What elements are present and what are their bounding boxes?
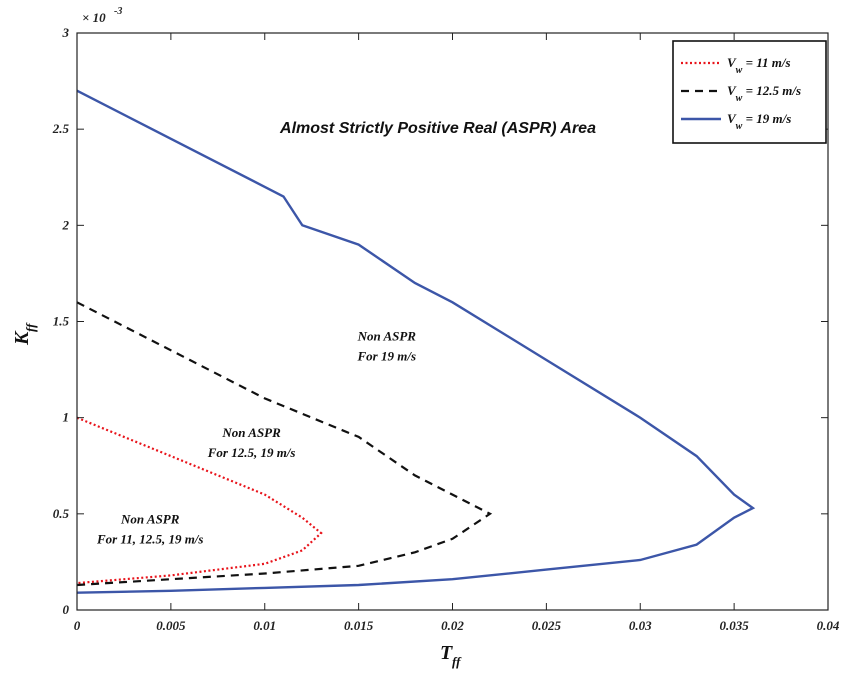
y-multiplier-exp: -3 [114,6,122,17]
chart-title: Almost Strictly Positive Real (ASPR) Are… [279,120,596,137]
annotations: Non ASPR For 19 m/s Non ASPR For 12.5, 19 m… [96,329,416,547]
series-line-1 [76,416,323,585]
legend: Vw = 11 m/s Vw = 12.5 m/s Vw = 19 m/s [672,40,827,144]
annotation-anno-11: Non ASPR For 11, 12.5, 19 m/s [96,511,204,546]
y-multiplier: × 10 -3 [82,6,122,25]
y-tick-label: 0 [63,602,70,617]
y-tick-label: 1.5 [53,314,70,329]
annotation-line: For 12.5, 19 m/s [207,445,296,460]
x-tick-label: 0 [74,618,81,633]
x-axis-label-sub: ff [452,654,462,669]
y-axis-label-sub: ff [23,322,38,332]
y-axis-label-main: K [11,330,33,346]
annotation-line: Non ASPR [357,329,417,344]
y-multiplier-base: × 10 [82,10,106,25]
x-tick-label: 0.03 [629,618,652,633]
y-tick-label: 3 [62,25,70,40]
legend-label-2: Vw = 12.5 m/s [727,83,801,104]
annotation-anno-19: Non ASPR For 19 m/s [357,329,417,364]
series-layer [76,89,756,594]
annotation-line: For 19 m/s [357,349,417,364]
y-tick-label: 2.5 [52,121,70,136]
x-axis-label-main: T [440,642,453,664]
series-line-2 [76,301,493,587]
x-axis-label: T ff [440,642,462,669]
annotation-anno-125: Non ASPR For 12.5, 19 m/s [207,425,296,460]
legend-label-1: Vw = 11 m/s [727,55,791,76]
y-axis-label: K ff [11,322,38,346]
y-tick-label: 2 [62,217,70,232]
annotation-line: Non ASPR [221,425,281,440]
x-tick-label: 0.01 [253,618,276,633]
x-tick-label: 0.04 [817,618,840,633]
annotation-line: For 11, 12.5, 19 m/s [96,531,204,546]
y-tick-label: 0.5 [53,506,70,521]
series-line-3 [76,89,756,594]
annotation-line: Non ASPR [120,511,180,526]
x-tick-label: 0.005 [156,618,186,633]
x-tick-label: 0.025 [532,618,562,633]
axes: 0 0.005 0.01 0.015 0.02 0.025 0.03 0.035 0.04 0 0.… [52,25,840,633]
x-tick-label: 0.015 [344,618,374,633]
legend-label-3: Vw = 19 m/s [727,111,791,132]
x-tick-label: 0.02 [441,618,464,633]
y-tick-label: 1 [63,410,70,425]
x-tick-label: 0.035 [720,618,750,633]
